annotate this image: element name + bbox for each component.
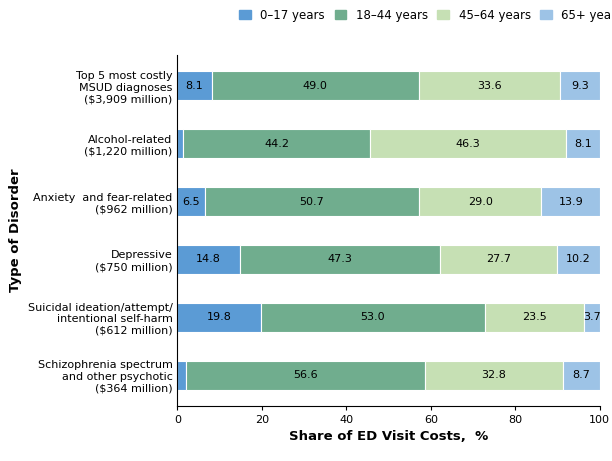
Text: 14.8: 14.8 — [196, 254, 221, 265]
Bar — [419, 71, 561, 100]
Text: 8.1: 8.1 — [574, 139, 592, 148]
Text: 47.3: 47.3 — [327, 254, 353, 265]
Bar — [565, 129, 600, 158]
Bar — [177, 187, 205, 216]
Text: 32.8: 32.8 — [481, 370, 506, 380]
Text: 33.6: 33.6 — [477, 81, 502, 91]
Bar — [419, 187, 542, 216]
Text: 50.7: 50.7 — [300, 196, 324, 207]
Text: 6.5: 6.5 — [182, 196, 200, 207]
Text: 56.6: 56.6 — [293, 370, 317, 380]
Bar — [557, 245, 600, 274]
Bar — [561, 71, 600, 100]
Text: 19.8: 19.8 — [207, 313, 232, 322]
Bar — [563, 361, 600, 390]
Text: 46.3: 46.3 — [455, 139, 480, 148]
Bar — [177, 71, 212, 100]
Bar — [184, 129, 370, 158]
Y-axis label: Type of Disorder: Type of Disorder — [9, 169, 22, 292]
Text: 9.3: 9.3 — [571, 81, 589, 91]
Bar — [205, 187, 419, 216]
Bar — [177, 245, 240, 274]
Text: 13.9: 13.9 — [559, 196, 583, 207]
X-axis label: Share of ED Visit Costs,  %: Share of ED Visit Costs, % — [289, 430, 488, 443]
Text: 44.2: 44.2 — [264, 139, 289, 148]
Bar — [425, 361, 563, 390]
Bar — [370, 129, 565, 158]
Text: 10.2: 10.2 — [566, 254, 591, 265]
Bar — [177, 361, 185, 390]
Bar — [485, 303, 584, 332]
Bar — [185, 361, 425, 390]
Text: 29.0: 29.0 — [468, 196, 493, 207]
Bar — [584, 303, 600, 332]
Bar — [439, 245, 557, 274]
Bar — [177, 129, 184, 158]
Text: 49.0: 49.0 — [303, 81, 327, 91]
Bar — [542, 187, 600, 216]
Bar — [177, 303, 261, 332]
Text: 8.1: 8.1 — [185, 81, 203, 91]
Bar — [261, 303, 485, 332]
Legend: 0–17 years, 18–44 years, 45–64 years, 65+ years: 0–17 years, 18–44 years, 45–64 years, 65… — [239, 9, 612, 22]
Text: 3.7: 3.7 — [583, 313, 601, 322]
Bar — [212, 71, 419, 100]
Text: 8.7: 8.7 — [572, 370, 591, 380]
Text: 23.5: 23.5 — [522, 313, 547, 322]
Bar — [240, 245, 439, 274]
Text: 27.7: 27.7 — [486, 254, 510, 265]
Text: 53.0: 53.0 — [360, 313, 386, 322]
